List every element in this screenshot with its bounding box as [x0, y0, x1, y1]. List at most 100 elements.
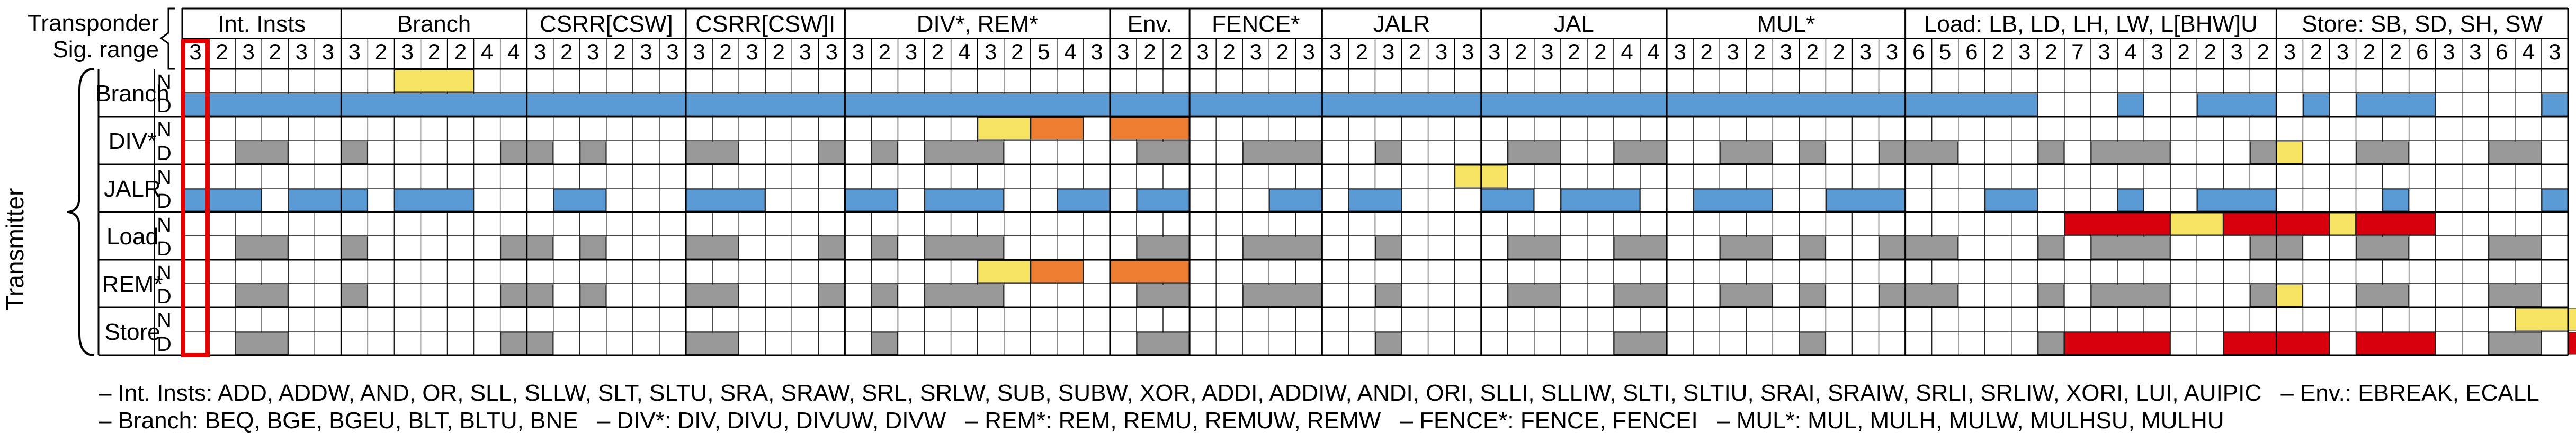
- matrix-cell: [1481, 235, 1508, 260]
- matrix-cell: [1534, 259, 1561, 284]
- sig-range-value: 3: [1196, 39, 1209, 64]
- sig-range-value: 4: [481, 39, 493, 64]
- matrix-cell: [2488, 188, 2516, 213]
- matrix-cell: [1666, 116, 1694, 141]
- matrix-cell: [1746, 259, 1774, 284]
- matrix-cell: [791, 140, 819, 165]
- matrix-cell: [765, 307, 792, 332]
- store-d-fill: [2356, 332, 2436, 355]
- matrix-cell: [2117, 116, 2144, 141]
- matrix-cell: [2011, 307, 2038, 332]
- matrix-cell: [1640, 68, 1667, 93]
- jalr-d-fill: [845, 189, 898, 211]
- jalr-d-fill: [1826, 189, 1906, 211]
- matrix-cell: [1534, 331, 1561, 356]
- branch-n-fill: [394, 69, 474, 92]
- load-d-fill: [1879, 236, 1958, 259]
- matrix-cell: [1931, 331, 1959, 356]
- matrix-cell: [1878, 259, 1906, 284]
- matrix-cell: [1719, 164, 1747, 189]
- matrix-cell: [606, 68, 633, 93]
- sig-range-value: 2: [2045, 39, 2057, 64]
- matrix-cell: [844, 164, 872, 189]
- store-d-fill: [871, 332, 898, 355]
- matrix-cell: [208, 211, 236, 236]
- matrix-cell: [1958, 283, 1985, 308]
- matrix-cell: [2462, 235, 2489, 260]
- matrix-cell: [2541, 211, 2569, 236]
- d-marker: D: [157, 333, 171, 356]
- matrix-cell: [2143, 307, 2171, 332]
- matrix-cell: [2515, 188, 2542, 213]
- matrix-cell: [1851, 116, 1880, 141]
- matrix-cell: [1083, 283, 1111, 308]
- sig-range-value: 2: [932, 39, 944, 64]
- matrix-cell: [1772, 116, 1800, 141]
- matrix-cell: [341, 211, 369, 236]
- matrix-cell: [1666, 331, 1694, 356]
- matrix-cell: [367, 331, 395, 356]
- div-d-fill: [1508, 141, 1561, 164]
- matrix-cell: [871, 116, 899, 141]
- matrix-cell: [2302, 188, 2330, 213]
- transponder-group-label: Store: SB, SD, SH, SW: [2302, 11, 2543, 37]
- matrix-cell: [1958, 307, 1985, 332]
- matrix-cell: [1454, 283, 1482, 308]
- matrix-cell: [420, 307, 448, 332]
- jalr-d-fill: [1693, 189, 1773, 211]
- sig-range-value: 3: [189, 39, 201, 64]
- matrix-cell: [1693, 68, 1720, 93]
- matrix-cell: [1427, 116, 1455, 141]
- transmitter-axis-title: Transmitter: [1, 188, 29, 311]
- matrix-cell: [2541, 235, 2569, 260]
- matrix-cell: [1719, 307, 1747, 332]
- matrix-cell: [1321, 259, 1349, 284]
- matrix-cell: [1321, 116, 1349, 141]
- store-d-fill: [2038, 332, 2064, 355]
- load-d-fill: [1720, 236, 1773, 259]
- matrix-cell: [2011, 116, 2038, 141]
- matrix-cell: [208, 283, 236, 308]
- matrix-cell: [1931, 307, 1959, 332]
- matrix-cell: [1215, 235, 1243, 260]
- d-marker: D: [157, 286, 171, 308]
- matrix-cell: [2329, 235, 2357, 260]
- matrix-cell: [1321, 307, 1349, 332]
- matrix-cell: [2488, 259, 2516, 284]
- matrix-cell: [182, 116, 209, 141]
- matrix-cell: [473, 140, 501, 165]
- matrix-cell: [1560, 164, 1588, 189]
- matrix-cell: [1189, 188, 1217, 213]
- matrix-cell: [606, 235, 633, 260]
- matrix-cell: [924, 116, 952, 141]
- matrix-cell: [1004, 140, 1031, 165]
- rem-d-fill: [686, 284, 739, 307]
- sig-range-value: 4: [958, 39, 970, 64]
- matrix-cell: [1507, 211, 1535, 236]
- matrix-cell: [712, 259, 739, 284]
- matrix-cell: [2462, 68, 2489, 93]
- matrix-cell: [2541, 259, 2569, 284]
- matrix-cell: [765, 68, 792, 93]
- matrix-cell: [1136, 68, 1164, 93]
- matrix-cell: [1719, 116, 1747, 141]
- rem-d-fill: [1879, 284, 1958, 307]
- div-d-fill: [2489, 141, 2542, 164]
- div-n-fill: [1031, 117, 1084, 140]
- matrix-cell: [2302, 164, 2330, 189]
- matrix-cell: [2090, 188, 2118, 213]
- matrix-cell: [1799, 259, 1827, 284]
- transponder-group-label: Branch: [397, 11, 471, 37]
- matrix-cell: [2435, 307, 2463, 332]
- header-bracket: [159, 7, 175, 70]
- matrix-cell: [1454, 211, 1482, 236]
- legend-line-1: – Int. Insts: ADD, ADDW, AND, OR, SLL, S…: [99, 380, 2566, 407]
- sig-range-value: 5: [1939, 39, 1951, 64]
- sig-range-value: 3: [2469, 39, 2481, 64]
- matrix-cell: [1507, 259, 1535, 284]
- matrix-cell: [553, 331, 580, 356]
- sig-range-value: 3: [746, 39, 758, 64]
- matrix-cell: [1401, 68, 1429, 93]
- div-d-fill: [925, 141, 1004, 164]
- matrix-cell: [393, 164, 422, 189]
